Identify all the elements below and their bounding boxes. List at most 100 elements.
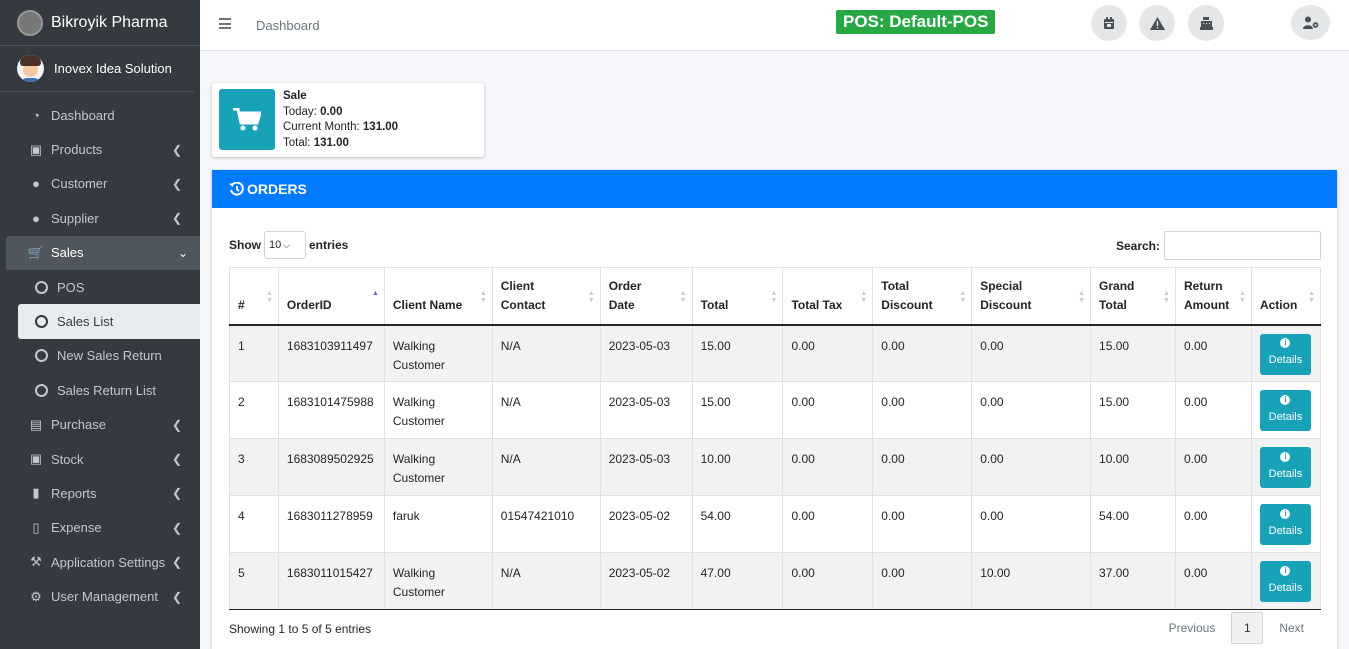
column-header[interactable]: Total Tax ▲ ▼: [782, 267, 874, 326]
details-label: Details: [1268, 467, 1303, 480]
month-label: Current Month:: [283, 121, 360, 133]
user-panel[interactable]: Inovex Idea Solution: [0, 46, 194, 92]
bag-icon: ▣: [29, 141, 43, 157]
column-header[interactable]: OrderID ▲: [277, 267, 385, 326]
sidebar-item-supplier[interactable]: ● Supplier ❮: [6, 201, 194, 235]
sidebar-item-products[interactable]: ▣ Products ❮: [6, 132, 194, 166]
sidebar-item-stock[interactable]: ▣ Stock ❮: [6, 442, 194, 476]
breadcrumb[interactable]: Dashboard: [256, 18, 320, 33]
cell-total-tax: 0.00: [782, 552, 874, 610]
sidebar-item-customer[interactable]: ● Customer ❮: [6, 167, 194, 201]
pos-badge: POS: Default-POS: [836, 10, 996, 34]
cell-client-contact: N/A: [491, 552, 601, 610]
cell-total-discount: 0.00: [872, 438, 973, 496]
cell-total-tax: 0.00: [782, 495, 874, 553]
chevron-left-icon: ❮: [171, 452, 182, 467]
page-1-button[interactable]: 1: [1231, 612, 1264, 644]
column-header[interactable]: Grand Total ▲ ▼: [1090, 267, 1176, 326]
cell-index: 5: [229, 552, 279, 610]
sort-icon: ▲ ▼: [679, 290, 687, 304]
cell-order-id: 1683103911497: [277, 324, 385, 382]
sidebar-item-label: Reports: [51, 485, 97, 501]
cell-return-amount: 0.00: [1174, 495, 1252, 553]
sort-icon: ▲ ▼: [265, 290, 273, 304]
cart-icon: 🛒: [27, 244, 45, 260]
sidebar-item-label: Products: [51, 142, 103, 158]
cell-return-amount: 0.00: [1174, 438, 1252, 496]
details-button[interactable]: i Details: [1259, 504, 1311, 545]
chart-icon: ▮: [32, 485, 40, 501]
cell-order-date: 2023-05-03: [599, 381, 693, 439]
cell-index: 3: [229, 438, 279, 496]
column-header[interactable]: Total ▲ ▼: [691, 267, 784, 326]
sidebar-subitem-label: New Sales Return: [57, 348, 162, 364]
cell-client-name: Walking Customer: [383, 438, 493, 496]
details-button[interactable]: i Details: [1259, 333, 1311, 375]
cell-special-discount: 0.00: [971, 495, 1092, 553]
previous-page-button[interactable]: Previous: [1168, 621, 1216, 635]
column-header[interactable]: # ▲ ▼: [229, 267, 279, 326]
sidebar-item-expense[interactable]: ▯ Expense ❮: [6, 511, 194, 545]
brand-link[interactable]: Bikroyik Pharma: [0, 0, 200, 46]
sidebar-item-purchase[interactable]: ▤ Purchase ❮: [6, 408, 194, 442]
sidebar-subitem-pos[interactable]: POS: [18, 270, 200, 304]
sidebar-item-label: Supplier: [51, 210, 99, 226]
warning-icon: [1149, 16, 1165, 30]
table-search: Search:: [1116, 231, 1321, 260]
details-label: Details: [1268, 410, 1303, 423]
sidebar-subitem-label: POS: [57, 279, 85, 295]
pagination: Previous 1 Next: [1153, 612, 1320, 644]
sidebar-item-application-settings[interactable]: ⚒ Application Settings ❮: [6, 545, 194, 579]
column-header[interactable]: Action ▲ ▼: [1250, 267, 1322, 326]
circle-icon: [35, 349, 48, 363]
column-header[interactable]: Client Contact ▲ ▼: [491, 267, 601, 326]
cell-total-discount: 0.00: [872, 552, 973, 610]
cell-order-date: 2023-05-02: [599, 552, 693, 610]
sidebar-item-sales[interactable]: 🛒 Sales ⌄: [6, 235, 200, 270]
table-row: 5 1683011015427 Walking Customer N/A 202…: [229, 552, 1322, 610]
warehouse-icon: ▣: [29, 451, 43, 467]
sidebar-subitem-sales-return-list[interactable]: Sales Return List: [18, 373, 200, 407]
cell-total-discount: 0.00: [872, 324, 973, 382]
column-header[interactable]: Special Discount ▲ ▼: [971, 267, 1092, 326]
sidebar-item-label: Purchase: [51, 417, 106, 433]
sidebar-subitem-new-sales-return[interactable]: New Sales Return: [18, 339, 200, 373]
cell-grand-total: 15.00: [1090, 324, 1176, 382]
cell-special-discount: 0.00: [971, 324, 1092, 382]
menu-toggle-icon[interactable]: [219, 18, 231, 29]
sale-info-box: Sale Today: 0.00 Current Month: 131.00 T…: [212, 83, 484, 157]
sort-icon: ▲ ▼: [587, 290, 595, 304]
column-header[interactable]: Client Name ▲ ▼: [383, 267, 493, 326]
cell-special-discount: 0.00: [971, 438, 1092, 496]
search-input[interactable]: [1164, 231, 1321, 260]
column-header[interactable]: Return Amount ▲ ▼: [1174, 267, 1252, 326]
details-button[interactable]: i Details: [1259, 390, 1311, 431]
sidebar-item-dashboard[interactable]: ◔ Dashboard: [6, 98, 194, 132]
column-header[interactable]: Total Discount ▲ ▼: [872, 267, 973, 326]
sort-icon: ▲ ▼: [1239, 290, 1246, 304]
column-header[interactable]: Order Date ▲ ▼: [599, 267, 693, 326]
user-name: Inovex Idea Solution: [54, 61, 172, 76]
sidebar-item-reports[interactable]: ▮ Reports ❮: [6, 476, 194, 510]
details-button[interactable]: i Details: [1259, 561, 1311, 602]
cell-action: i Details: [1250, 381, 1322, 439]
sidebar-item-label: Dashboard: [51, 107, 115, 123]
sort-icon: ▲ ▼: [959, 290, 967, 304]
sidebar-item-user-management[interactable]: ⚙ User Management ❮: [6, 579, 194, 613]
cell-total: 15.00: [691, 324, 784, 382]
dashboard-icon: ◔: [32, 107, 40, 123]
details-button[interactable]: i Details: [1259, 447, 1311, 488]
page-length-select[interactable]: 10 ⌵: [264, 231, 306, 259]
cell-grand-total: 37.00: [1090, 552, 1176, 610]
next-page-button[interactable]: Next: [1279, 621, 1304, 635]
cash-register-button[interactable]: [1188, 5, 1224, 41]
alert-button[interactable]: [1139, 5, 1175, 41]
user-settings-button[interactable]: [1291, 5, 1330, 40]
chevron-left-icon: ❮: [171, 486, 182, 501]
chevron-left-icon: ❮: [171, 520, 182, 535]
total-value: 131.00: [313, 136, 349, 149]
chevron-left-icon: ❮: [171, 589, 182, 604]
search-label: Search:: [1115, 238, 1160, 253]
sidebar-subitem-sales-list[interactable]: Sales List: [18, 304, 200, 339]
calendar-button[interactable]: [1091, 5, 1127, 41]
